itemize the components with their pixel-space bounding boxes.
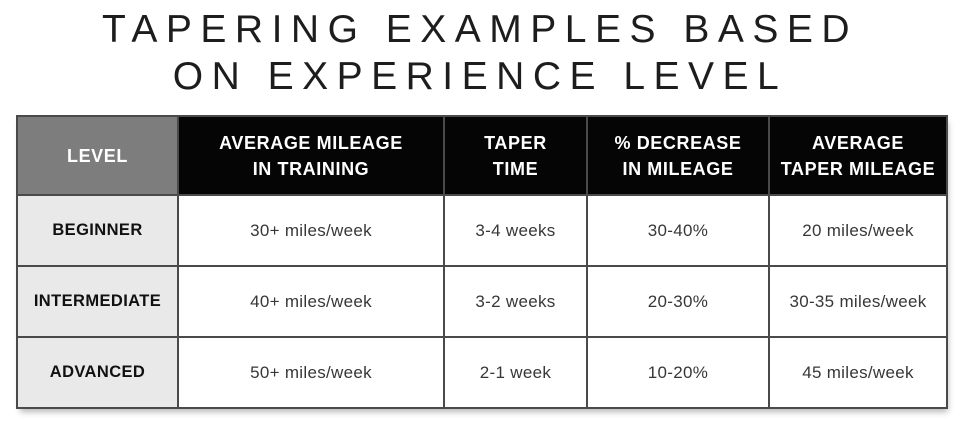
header-level-text: LEVEL [66, 145, 128, 166]
header-avg-mileage-line-2: IN TRAINING [252, 158, 370, 179]
cell-pct-decrease: 10-20% [586, 336, 770, 409]
row-level-label: INTERMEDIATE [16, 265, 179, 338]
cell-avg-taper-mileage: 20 miles/week [768, 194, 948, 267]
cell-avg-mileage: 40+ miles/week [177, 265, 445, 338]
cell-avg-taper-mileage: 45 miles/week [768, 336, 948, 409]
header-percent-decrease-in-mileage: % DECREASE IN MILEAGE [586, 115, 770, 196]
cell-pct-decrease: 30-40% [586, 194, 770, 267]
header-avg-mileage-line-1: AVERAGE MILEAGE [219, 132, 403, 153]
header-taper-time-line-1: TAPER [484, 132, 547, 153]
table-row-advanced: ADVANCED 50+ miles/week 2-1 week 10-20% … [16, 336, 948, 409]
header-taper-time: TAPER TIME [443, 115, 588, 196]
table-body: BEGINNER 30+ miles/week 3-4 weeks 30-40%… [16, 194, 948, 409]
cell-avg-mileage: 30+ miles/week [177, 194, 445, 267]
tapering-table: LEVEL AVERAGE MILEAGE IN TRAINING TAPER … [16, 115, 948, 409]
row-level-label: ADVANCED [16, 336, 179, 409]
row-level-label: BEGINNER [16, 194, 179, 267]
cell-taper-time: 3-2 weeks [443, 265, 588, 338]
cell-taper-time: 2-1 week [443, 336, 588, 409]
header-level: LEVEL [16, 115, 179, 196]
header-avg-taper-mileage-line-1: AVERAGE [812, 132, 904, 153]
table-header: LEVEL AVERAGE MILEAGE IN TRAINING TAPER … [16, 115, 948, 196]
header-avg-taper-mileage-line-2: TAPER MILEAGE [780, 158, 936, 179]
cell-pct-decrease: 20-30% [586, 265, 770, 338]
page-title-line-2: ON EXPERIENCE LEVEL [172, 55, 788, 98]
header-row: LEVEL AVERAGE MILEAGE IN TRAINING TAPER … [16, 115, 948, 196]
header-average-taper-mileage: AVERAGE TAPER MILEAGE [768, 115, 948, 196]
header-taper-time-line-2: TIME [492, 158, 539, 179]
cell-avg-mileage: 50+ miles/week [177, 336, 445, 409]
page-title: TAPERING EXAMPLES BASED ON EXPERIENCE LE… [0, 0, 960, 100]
cell-avg-taper-mileage: 30-35 miles/week [768, 265, 948, 338]
table-row-beginner: BEGINNER 30+ miles/week 3-4 weeks 30-40%… [16, 194, 948, 267]
cell-taper-time: 3-4 weeks [443, 194, 588, 267]
header-pct-decrease-line-2: IN MILEAGE [622, 158, 734, 179]
page-title-line-1: TAPERING EXAMPLES BASED [101, 8, 859, 51]
header-pct-decrease-line-1: % DECREASE [614, 132, 742, 153]
table-row-intermediate: INTERMEDIATE 40+ miles/week 3-2 weeks 20… [16, 265, 948, 338]
header-average-mileage-in-training: AVERAGE MILEAGE IN TRAINING [177, 115, 445, 196]
